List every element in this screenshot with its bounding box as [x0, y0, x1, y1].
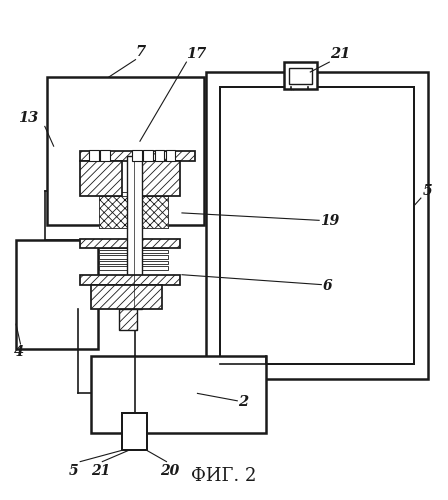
Bar: [133, 150, 142, 161]
Bar: [99, 255, 168, 258]
Bar: [289, 68, 312, 84]
Bar: [80, 238, 180, 248]
Text: ФИГ. 2: ФИГ. 2: [191, 467, 257, 485]
Bar: [80, 274, 180, 284]
Bar: [119, 310, 137, 330]
Bar: [80, 151, 195, 161]
Bar: [99, 197, 168, 201]
Bar: [16, 240, 98, 349]
Bar: [99, 250, 168, 253]
Text: 21: 21: [330, 47, 350, 61]
Bar: [99, 202, 168, 206]
Text: 5: 5: [423, 184, 433, 198]
Bar: [99, 196, 168, 228]
Text: 7: 7: [135, 44, 146, 59]
Bar: [99, 218, 168, 222]
Bar: [99, 224, 168, 228]
Text: 21: 21: [91, 464, 111, 477]
Bar: [99, 261, 168, 264]
Bar: [91, 284, 162, 310]
Bar: [155, 150, 164, 161]
Text: 2: 2: [238, 396, 248, 409]
Bar: [91, 356, 266, 433]
Bar: [166, 150, 175, 161]
Bar: [99, 192, 168, 196]
Bar: [99, 208, 168, 212]
Bar: [99, 244, 168, 248]
Bar: [143, 150, 153, 161]
Text: 13: 13: [18, 112, 38, 126]
Bar: [122, 413, 146, 451]
Text: 17: 17: [186, 47, 207, 61]
Bar: [99, 213, 168, 217]
Bar: [206, 72, 427, 378]
Bar: [131, 161, 180, 196]
Text: 5: 5: [68, 464, 78, 477]
Text: 20: 20: [160, 464, 179, 477]
Bar: [80, 161, 122, 196]
Text: 4: 4: [14, 345, 24, 359]
Bar: [220, 87, 414, 363]
Bar: [127, 156, 142, 310]
Bar: [89, 150, 99, 161]
Bar: [284, 62, 317, 90]
Text: 6: 6: [322, 278, 332, 292]
Text: 19: 19: [320, 214, 340, 228]
Bar: [99, 266, 168, 270]
Bar: [100, 150, 110, 161]
Bar: [47, 77, 204, 226]
